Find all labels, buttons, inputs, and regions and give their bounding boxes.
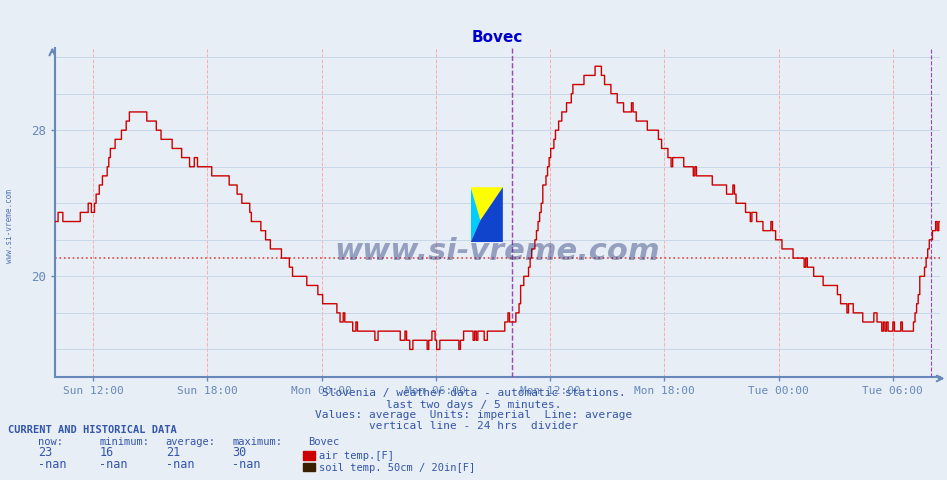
Text: maximum:: maximum: [232, 437, 282, 447]
Polygon shape [471, 187, 503, 220]
Text: Bovec: Bovec [308, 437, 339, 447]
Polygon shape [471, 187, 503, 242]
Text: 23: 23 [38, 446, 52, 459]
Text: 21: 21 [166, 446, 180, 459]
Text: -nan: -nan [38, 457, 66, 470]
Text: www.si-vreme.com: www.si-vreme.com [5, 189, 14, 263]
Text: Values: average  Units: imperial  Line: average: Values: average Units: imperial Line: av… [314, 410, 633, 420]
Polygon shape [471, 187, 480, 242]
Text: www.si-vreme.com: www.si-vreme.com [335, 237, 660, 266]
Text: -nan: -nan [166, 457, 194, 470]
Text: minimum:: minimum: [99, 437, 150, 447]
Text: vertical line - 24 hrs  divider: vertical line - 24 hrs divider [369, 421, 578, 432]
Text: -nan: -nan [99, 457, 128, 470]
Text: now:: now: [38, 437, 63, 447]
Text: Slovenia / weather data - automatic stations.: Slovenia / weather data - automatic stat… [322, 388, 625, 398]
Text: last two days / 5 minutes.: last two days / 5 minutes. [385, 400, 562, 410]
Text: CURRENT AND HISTORICAL DATA: CURRENT AND HISTORICAL DATA [8, 425, 176, 435]
Text: -nan: -nan [232, 457, 260, 470]
Text: 16: 16 [99, 446, 114, 459]
Text: 30: 30 [232, 446, 246, 459]
Text: soil temp. 50cm / 20in[F]: soil temp. 50cm / 20in[F] [319, 463, 475, 472]
Text: air temp.[F]: air temp.[F] [319, 451, 394, 461]
Text: average:: average: [166, 437, 216, 447]
Title: Bovec: Bovec [472, 30, 524, 46]
